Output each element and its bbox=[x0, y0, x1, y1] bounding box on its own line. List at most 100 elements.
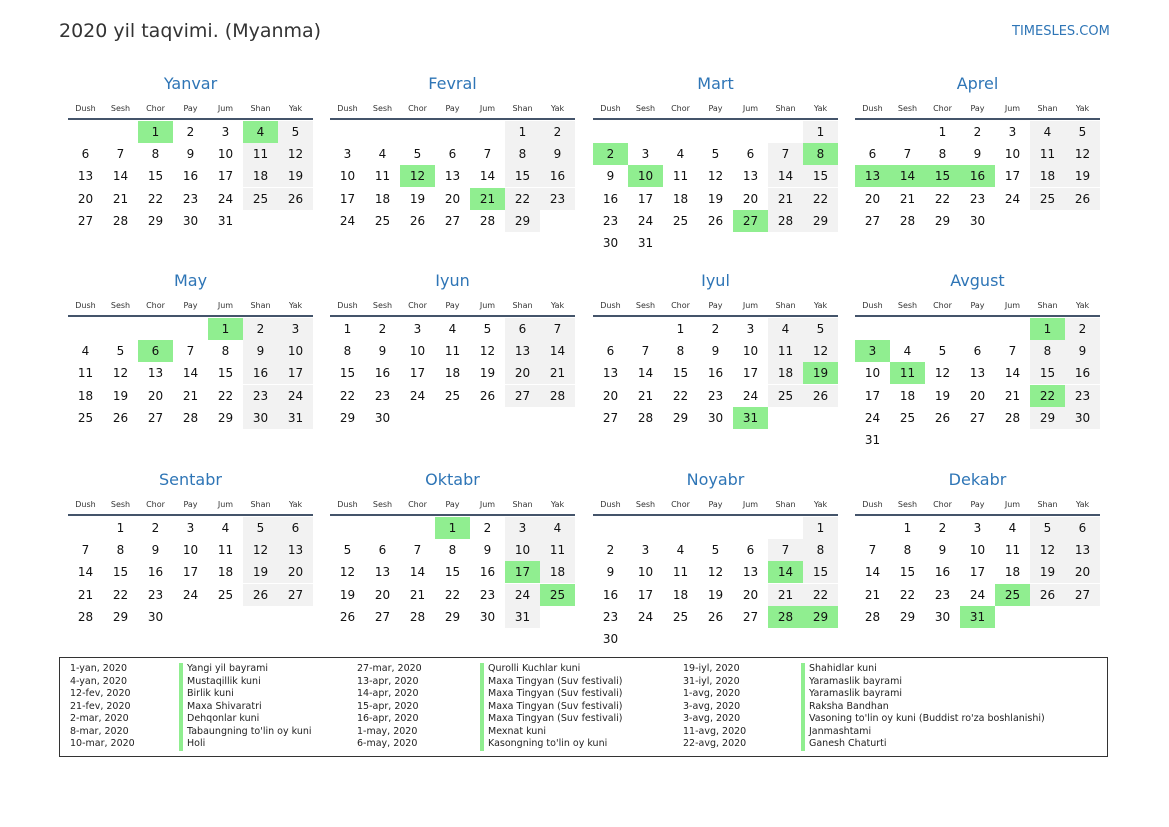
day-cell: 1 bbox=[138, 121, 173, 143]
month-divider bbox=[330, 514, 575, 516]
day-cell: 13 bbox=[77, 169, 94, 184]
holiday-name: Yaramaslik bayrami bbox=[809, 675, 902, 687]
weekday-label: Yak bbox=[550, 301, 565, 310]
holiday-name: Maxa Tingyan (Suv festivali) bbox=[488, 688, 623, 699]
day-cell: 28 bbox=[899, 213, 916, 228]
day-cell: 17 bbox=[969, 565, 986, 580]
day-cell: 28 bbox=[864, 609, 881, 624]
day-cell: 2 bbox=[711, 322, 720, 336]
day-cell: 9 bbox=[711, 344, 720, 359]
holiday-date: 6-may, 2020 bbox=[357, 738, 418, 749]
month-divider bbox=[593, 514, 838, 516]
holiday-date: 12-fev, 2020 bbox=[70, 688, 131, 699]
day-cell: 29 bbox=[112, 609, 129, 624]
day-cell: 8 bbox=[343, 344, 352, 359]
day-cell: 27 bbox=[742, 609, 759, 624]
day-cell: 26 bbox=[479, 388, 496, 403]
day-cell: 21 bbox=[864, 587, 881, 602]
day-cell: 16 bbox=[934, 565, 951, 580]
day-cell: 12 bbox=[243, 539, 278, 562]
day-cell: 9 bbox=[540, 143, 575, 166]
site-link[interactable]: TIMESLES.COM bbox=[1012, 24, 1110, 39]
weekday-label: Jum bbox=[742, 301, 759, 310]
holiday-date: 1-yan, 2020 bbox=[70, 663, 127, 674]
day-cell: 30 bbox=[969, 213, 986, 228]
day-cell: 21 bbox=[1004, 388, 1021, 403]
day-cell: 22 bbox=[147, 191, 164, 206]
day-cell: 19 bbox=[1030, 561, 1065, 584]
day-cell: 15 bbox=[444, 565, 461, 580]
day-cell: 22 bbox=[217, 388, 234, 403]
day-cell: 27 bbox=[278, 583, 313, 606]
holiday-date: 13-apr, 2020 bbox=[357, 675, 419, 687]
weekday-label: Pay bbox=[708, 301, 723, 310]
weekday-header: Dush Sesh Chor Pay Jum Shan Yak bbox=[330, 301, 575, 313]
day-cell: 23 bbox=[934, 587, 951, 602]
day-cell: 18 bbox=[1030, 165, 1065, 188]
month-divider bbox=[855, 118, 1100, 120]
day-cell: 25 bbox=[672, 213, 689, 228]
holiday-name: Qurolli Kuchlar kuni bbox=[488, 663, 581, 674]
day-cell: 12 bbox=[339, 565, 356, 580]
day-cell: 23 bbox=[602, 213, 619, 228]
day-cell: 6 bbox=[606, 344, 615, 359]
weekday-header: Dush Sesh Chor Pay Jum Shan Yak bbox=[855, 301, 1100, 313]
day-cell: 29 bbox=[803, 605, 838, 628]
day-cell: 19 bbox=[339, 587, 356, 602]
day-cell: 11 bbox=[77, 366, 94, 381]
day-cell: 24 bbox=[217, 191, 234, 206]
day-cell: 12 bbox=[278, 143, 313, 166]
holiday-name: Mexnat kuni bbox=[488, 725, 546, 737]
day-cell: 8 bbox=[221, 344, 230, 359]
day-cell: 16 bbox=[602, 587, 619, 602]
day-cell: 4 bbox=[81, 344, 90, 359]
weekday-label: Jum bbox=[217, 104, 234, 113]
weekday-header: Dush Sesh Chor Pay Jum Shan Yak bbox=[68, 301, 313, 313]
day-cell: 25 bbox=[77, 410, 94, 425]
day-cell: 23 bbox=[182, 191, 199, 206]
day-cell: 24 bbox=[505, 583, 540, 606]
weekday-label: Dush bbox=[337, 500, 358, 509]
day-cell: 28 bbox=[637, 410, 654, 425]
weekday-label: Pay bbox=[183, 104, 198, 113]
weekday-label: Jum bbox=[479, 104, 496, 113]
day-cell: 22 bbox=[803, 583, 838, 606]
day-cell: 26 bbox=[1030, 583, 1065, 606]
weekday-label: Shan bbox=[512, 301, 533, 310]
day-cell: 13 bbox=[1065, 539, 1100, 562]
day-cell: 22 bbox=[672, 388, 689, 403]
day-cell: 29 bbox=[217, 410, 234, 425]
weekday-label: Pay bbox=[708, 500, 723, 509]
weekday-header: Dush Sesh Chor Pay Jum Shan Yak bbox=[855, 104, 1100, 116]
day-cell: 30 bbox=[243, 406, 278, 429]
day-cell: 10 bbox=[628, 165, 663, 188]
day-cell: 3 bbox=[186, 521, 195, 535]
holiday-date: 15-apr, 2020 bbox=[357, 700, 419, 712]
day-cell: 10 bbox=[409, 344, 426, 359]
weekday-label: Yak bbox=[288, 301, 303, 310]
weekday-label: Sesh bbox=[897, 301, 918, 310]
day-cell: 16 bbox=[707, 366, 724, 381]
day-cell: 3 bbox=[973, 521, 982, 535]
holiday-name: Maxa Shivaratri bbox=[187, 700, 262, 712]
day-cell: 18 bbox=[899, 388, 916, 403]
day-cell: 18 bbox=[243, 165, 278, 188]
holiday-name: Kasongning to'lin oy kuni bbox=[488, 738, 608, 749]
weekday-header: Dush Sesh Chor Pay Jum Shan Yak bbox=[330, 104, 575, 116]
day-cell: 2 bbox=[938, 521, 947, 535]
day-cell: 7 bbox=[540, 318, 575, 340]
day-cell: 10 bbox=[742, 344, 759, 359]
day-cell: 5 bbox=[803, 318, 838, 340]
holiday-names-column: Yangi yil bayrami Mustaqillik kuni Birlik … bbox=[179, 663, 312, 751]
day-cell: 3 bbox=[641, 147, 650, 162]
weekday-label: Dush bbox=[600, 301, 621, 310]
weekday-label: Sesh bbox=[635, 104, 656, 113]
day-cell: 23 bbox=[602, 609, 619, 624]
day-cell: 10 bbox=[969, 543, 986, 558]
weekday-label: Sesh bbox=[897, 500, 918, 509]
day-cell: 19 bbox=[707, 191, 724, 206]
month-name: Iyun bbox=[435, 271, 470, 290]
weekday-label: Jum bbox=[217, 500, 234, 509]
day-cell: 22 bbox=[505, 187, 540, 210]
day-cell: 26 bbox=[803, 384, 838, 407]
